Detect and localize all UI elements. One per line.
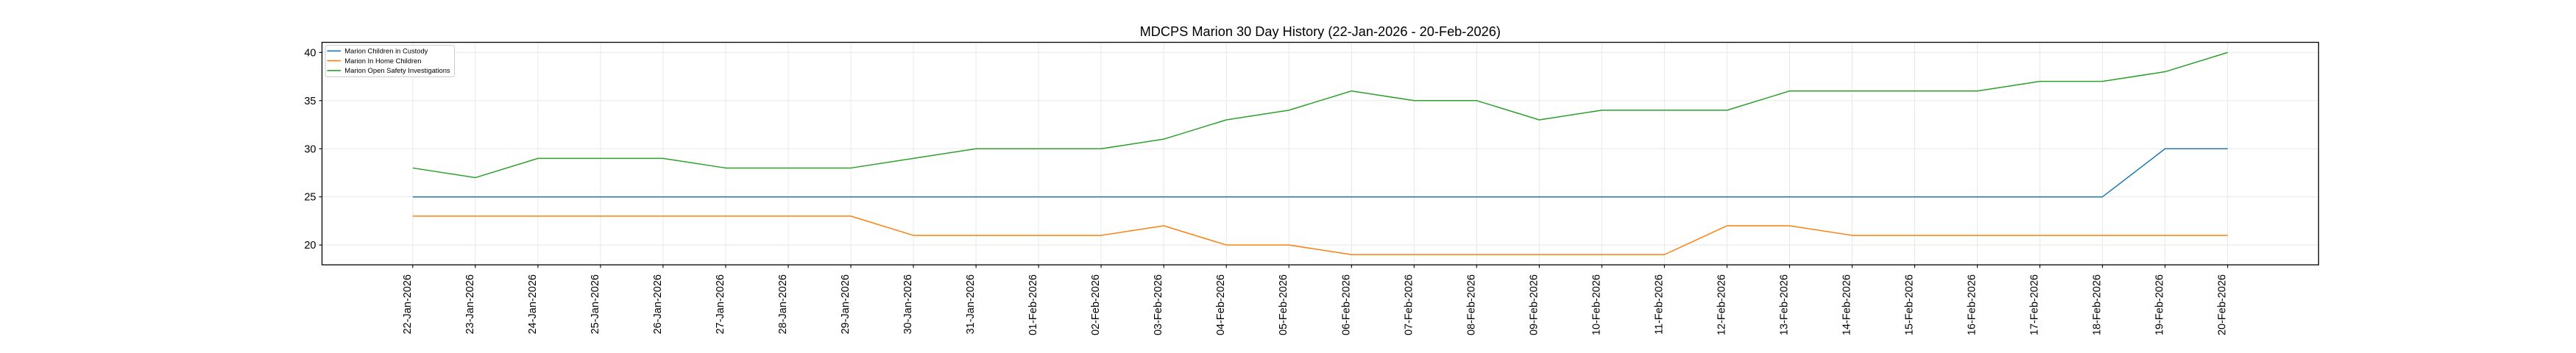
svg-text:06-Feb-2026: 06-Feb-2026 (1340, 274, 1352, 335)
svg-text:MDCPS Marion 30 Day History (2: MDCPS Marion 30 Day History (22-Jan-2026… (1140, 24, 1501, 39)
svg-text:17-Feb-2026: 17-Feb-2026 (2029, 274, 2041, 335)
svg-text:30-Jan-2026: 30-Jan-2026 (902, 274, 914, 334)
svg-text:11-Feb-2026: 11-Feb-2026 (1653, 274, 1665, 335)
svg-text:09-Feb-2026: 09-Feb-2026 (1528, 274, 1540, 335)
svg-text:20-Feb-2026: 20-Feb-2026 (2217, 274, 2229, 335)
svg-text:26-Jan-2026: 26-Jan-2026 (652, 274, 664, 334)
svg-text:29-Jan-2026: 29-Jan-2026 (840, 274, 852, 334)
svg-text:15-Feb-2026: 15-Feb-2026 (1904, 274, 1916, 335)
svg-text:12-Feb-2026: 12-Feb-2026 (1716, 274, 1728, 335)
svg-text:30: 30 (304, 143, 316, 155)
svg-text:19-Feb-2026: 19-Feb-2026 (2154, 274, 2166, 335)
svg-text:18-Feb-2026: 18-Feb-2026 (2092, 274, 2103, 335)
svg-text:27-Jan-2026: 27-Jan-2026 (715, 274, 726, 334)
svg-text:Marion Children in Custody: Marion Children in Custody (344, 47, 428, 55)
svg-text:31-Jan-2026: 31-Jan-2026 (965, 274, 977, 334)
svg-text:40: 40 (304, 47, 316, 59)
svg-text:14-Feb-2026: 14-Feb-2026 (1841, 274, 1853, 335)
svg-text:07-Feb-2026: 07-Feb-2026 (1403, 274, 1415, 335)
svg-text:10-Feb-2026: 10-Feb-2026 (1590, 274, 1602, 335)
svg-text:25: 25 (304, 192, 316, 204)
svg-text:05-Feb-2026: 05-Feb-2026 (1278, 274, 1289, 335)
svg-text:20: 20 (304, 240, 316, 252)
svg-text:28-Jan-2026: 28-Jan-2026 (777, 274, 789, 334)
svg-text:13-Feb-2026: 13-Feb-2026 (1779, 274, 1791, 335)
svg-text:24-Jan-2026: 24-Jan-2026 (527, 274, 539, 334)
svg-text:25-Jan-2026: 25-Jan-2026 (590, 274, 601, 334)
svg-text:Marion In Home Children: Marion In Home Children (344, 57, 421, 65)
svg-text:04-Feb-2026: 04-Feb-2026 (1215, 274, 1227, 335)
svg-text:22-Jan-2026: 22-Jan-2026 (402, 274, 414, 334)
svg-text:08-Feb-2026: 08-Feb-2026 (1465, 274, 1477, 335)
svg-text:03-Feb-2026: 03-Feb-2026 (1153, 274, 1164, 335)
svg-text:01-Feb-2026: 01-Feb-2026 (1027, 274, 1039, 335)
svg-text:35: 35 (304, 96, 316, 107)
svg-text:16-Feb-2026: 16-Feb-2026 (1967, 274, 1978, 335)
svg-text:Marion Open Safety Investigati: Marion Open Safety Investigations (344, 66, 450, 74)
svg-text:23-Jan-2026: 23-Jan-2026 (464, 274, 476, 334)
svg-text:02-Feb-2026: 02-Feb-2026 (1090, 274, 1102, 335)
